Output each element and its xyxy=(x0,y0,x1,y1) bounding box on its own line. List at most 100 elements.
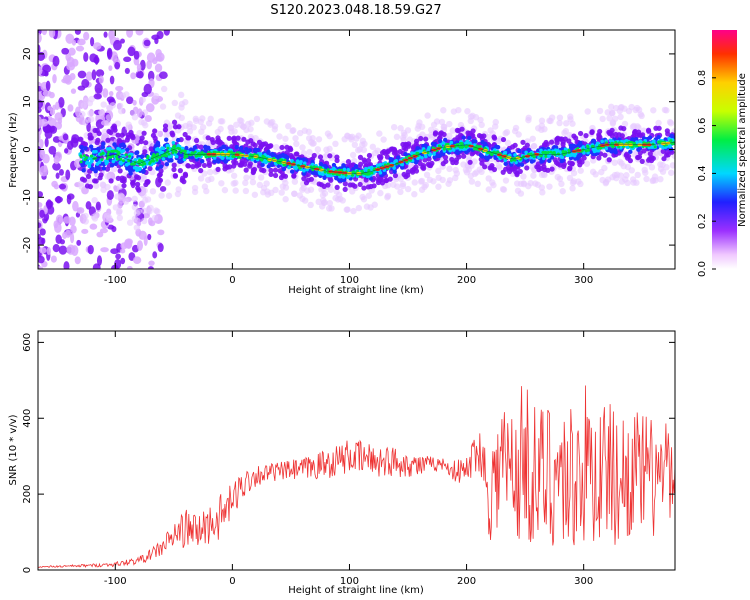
spectrogram-cell xyxy=(93,178,99,184)
spectrogram-cell xyxy=(669,133,674,139)
spectrogram-cell xyxy=(112,142,117,147)
spectrogram-noise-blob xyxy=(100,247,109,253)
spectrogram-cell xyxy=(350,207,357,215)
spectrogram-cell xyxy=(334,184,340,190)
spectrogram-ylabel: Frequency (Hz) xyxy=(8,112,19,188)
spectrogram-cell xyxy=(85,173,92,179)
spectrogram-cell xyxy=(226,164,233,170)
spectrogram-cell xyxy=(485,175,492,182)
spectrogram-noise-blob xyxy=(106,96,115,103)
spectrogram-cell xyxy=(164,179,171,186)
spectrogram-cell xyxy=(589,129,595,136)
spectrogram-cell xyxy=(155,142,161,148)
spectrogram-cell xyxy=(243,167,249,173)
spectrogram-cell xyxy=(174,154,179,159)
spectrogram-cell xyxy=(627,140,631,144)
spectrogram-cell xyxy=(171,162,177,168)
spectrogram-cell xyxy=(171,140,176,145)
spectrogram-cell xyxy=(107,150,111,154)
spectrogram-cell xyxy=(285,122,292,130)
spectrogram-cell xyxy=(218,180,225,187)
spectrogram-noise-blob xyxy=(66,194,72,205)
spectrogram-cell xyxy=(269,118,276,126)
spectrogram-cell xyxy=(193,137,200,144)
spectrogram-cell xyxy=(567,165,573,171)
spectrogram-noise-blob xyxy=(144,114,152,122)
spectrogram-cell xyxy=(437,131,443,137)
spectrogram-cell xyxy=(390,181,397,188)
spectrogram-cell xyxy=(295,159,300,164)
spectrogram-cell xyxy=(101,166,107,171)
spectrogram-noise-blob xyxy=(62,74,71,84)
spectrogram-noise-blob xyxy=(38,44,41,54)
spectrogram-cell xyxy=(341,164,346,169)
spectrogram-xtick-label: 300 xyxy=(574,275,593,286)
spectrogram-cell xyxy=(423,143,428,149)
snr-xtick-label: 300 xyxy=(574,576,593,587)
colorbar-tick-label: 0.2 xyxy=(697,213,708,229)
spectrogram-cell xyxy=(512,142,518,148)
spectrogram-cell xyxy=(427,145,431,150)
spectrogram-cell xyxy=(98,172,104,178)
spectrogram-cell xyxy=(176,124,182,130)
spectrogram-cell xyxy=(79,155,83,159)
spectrogram-cell xyxy=(366,152,373,159)
spectrogram-cell xyxy=(376,130,383,137)
spectrogram-cell xyxy=(99,152,103,156)
spectrogram-noise-blob xyxy=(42,90,52,97)
spectrogram-cell xyxy=(186,149,190,154)
spectrogram-noise-blob xyxy=(98,75,104,84)
spectrogram-noise-blob xyxy=(58,169,64,176)
spectrogram-cell xyxy=(174,112,182,119)
spectrogram-cell xyxy=(511,127,519,135)
spectrogram-cell xyxy=(321,172,325,177)
spectrogram-cell xyxy=(541,150,545,154)
spectrogram-noise-blob xyxy=(126,265,133,269)
spectrogram-cell xyxy=(305,128,313,136)
spectrogram-cell xyxy=(328,173,333,178)
spectrogram-cell xyxy=(82,218,90,225)
spectrogram-cell xyxy=(135,181,141,187)
spectrogram-cell xyxy=(628,167,635,174)
spectrogram-noise-blob xyxy=(38,265,44,269)
spectrogram-noise-blob xyxy=(52,55,60,67)
spectrogram-cell xyxy=(322,175,327,181)
spectrogram-cell xyxy=(205,135,211,141)
spectrogram-cell xyxy=(365,192,372,199)
spectrogram-noise-blob xyxy=(163,30,170,36)
spectrogram-cell xyxy=(118,161,123,165)
spectrogram-noise-blob xyxy=(93,42,102,50)
spectrogram-cell xyxy=(504,139,512,147)
spectrogram-cell xyxy=(404,142,410,148)
spectrogram-cell xyxy=(268,171,274,178)
spectrogram-cell xyxy=(454,127,460,133)
spectrogram-cell xyxy=(342,186,348,193)
spectrogram-cell xyxy=(491,134,497,140)
spectrogram-cell xyxy=(136,129,143,137)
spectrogram-cell xyxy=(92,182,100,189)
spectrogram-cell xyxy=(599,146,603,150)
spectrogram-cell xyxy=(302,161,307,165)
spectrogram-cell xyxy=(82,212,89,220)
spectrogram-cell xyxy=(87,164,92,168)
spectrogram-cell xyxy=(317,154,324,160)
spectrogram-xtick-label: 200 xyxy=(457,275,476,286)
spectrogram-cell xyxy=(119,132,125,138)
spectrogram-noise-blob xyxy=(83,31,90,41)
spectrogram-cell xyxy=(172,173,179,179)
spectrogram-cell xyxy=(351,170,355,174)
spectrogram-cell xyxy=(639,158,645,165)
spectrogram-cell xyxy=(365,184,372,190)
spectrogram-noise-blob xyxy=(99,228,108,234)
spectrogram-cell xyxy=(307,201,314,209)
spectrogram-cell xyxy=(446,120,453,128)
spectrogram-noise-blob xyxy=(110,248,119,255)
spectrogram-cell xyxy=(567,113,574,120)
spectrogram-cell xyxy=(503,150,508,155)
spectrogram-cell xyxy=(363,203,371,210)
spectrogram-cell xyxy=(596,135,602,141)
spectrogram-cell xyxy=(376,163,380,168)
spectrogram-cell xyxy=(252,152,256,156)
spectrogram-cell xyxy=(310,140,317,147)
